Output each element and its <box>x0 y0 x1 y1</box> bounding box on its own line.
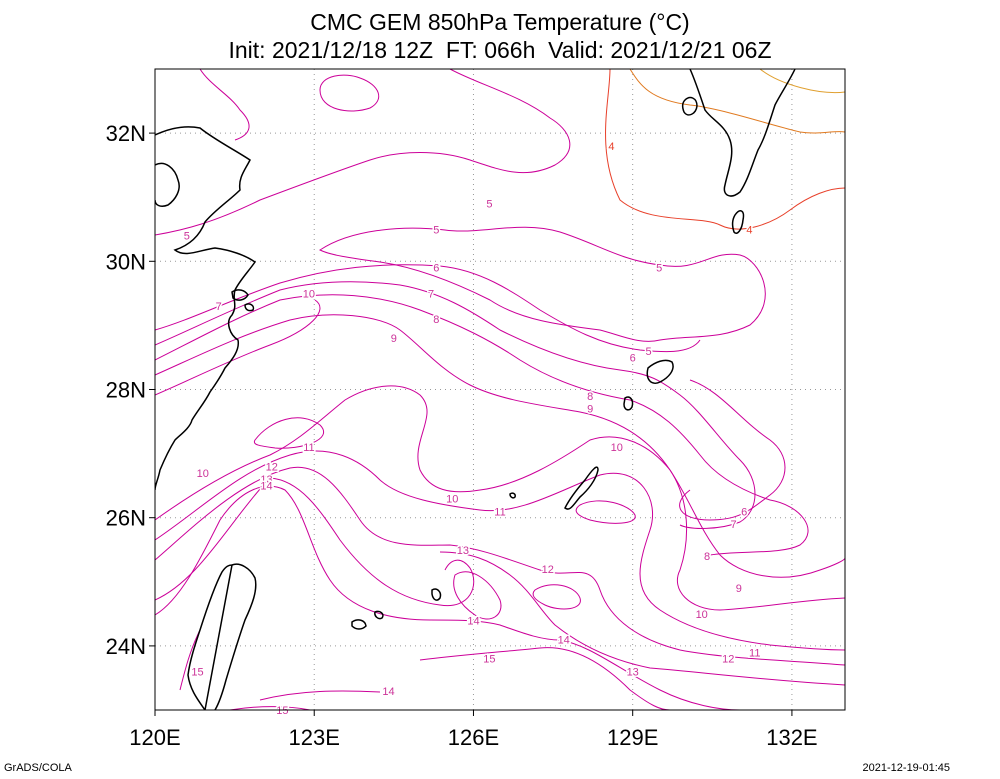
contour-7c <box>155 281 756 529</box>
lon-tick-label: 120E <box>129 725 180 750</box>
contour-label: 10 <box>446 493 458 505</box>
contour-label: 6 <box>433 263 439 275</box>
contour-label: 7 <box>730 519 736 531</box>
contour-5c-c <box>319 74 380 112</box>
contour-label: 9 <box>587 404 593 416</box>
jeju-coast-fragment <box>155 162 180 207</box>
tokunoshima <box>623 396 634 411</box>
contour-label: 15 <box>483 654 495 666</box>
contour-label: 11 <box>494 506 505 518</box>
contour-label: 7 <box>216 301 222 313</box>
yaeyama-islands <box>351 610 384 630</box>
contour-6c <box>155 264 701 353</box>
contour-11c-b <box>253 417 324 449</box>
contour-label: 10 <box>303 288 315 300</box>
contour-label: 9 <box>391 333 397 345</box>
contour-5c-b <box>319 226 766 342</box>
contour-label: 11 <box>749 647 760 659</box>
contour-label: 10 <box>696 609 708 621</box>
contour-label: 14 <box>260 481 272 493</box>
contour-labels: 4455555666777888999101010101011111112121… <box>182 139 762 718</box>
contour-14c-b <box>453 571 502 620</box>
lat-tick-label: 24N <box>106 634 146 659</box>
contour-2c <box>759 69 845 94</box>
contour-label: 13 <box>457 545 469 557</box>
contour-label: 8 <box>704 551 710 563</box>
kume-island <box>509 492 516 499</box>
kyushu-coast <box>689 69 796 197</box>
contour-label: 11 <box>303 442 314 454</box>
contour-11c <box>155 450 845 651</box>
okinawa-island <box>564 466 599 510</box>
contour-label: 12 <box>722 654 734 666</box>
contour-label: 10 <box>197 468 209 480</box>
grid-lines <box>154 69 845 710</box>
contour-label: 6 <box>630 352 636 364</box>
contour-label: 12 <box>542 564 554 576</box>
contour-label: 4 <box>608 141 614 153</box>
lat-tick-label: 28N <box>106 378 146 403</box>
coastlines <box>155 69 796 710</box>
lon-tick-label: 132E <box>766 725 817 750</box>
contour-5c-d <box>199 69 250 141</box>
contour-label: 5 <box>486 199 492 211</box>
contour-label: 6 <box>741 506 747 518</box>
lat-tick-label: 32N <box>106 121 146 146</box>
contour-label: 8 <box>587 391 593 403</box>
contour-label: 15 <box>191 667 203 679</box>
lon-tick-label: 126E <box>448 725 499 750</box>
contour-6c-b <box>679 379 786 521</box>
contour-10c <box>155 299 845 611</box>
contour-label: 9 <box>736 583 742 595</box>
contour-label: 10 <box>611 442 623 454</box>
map-title: CMC GEM 850hPa Temperature (°C) <box>310 9 690 35</box>
contour-label: 13 <box>627 667 639 679</box>
contour-label: 15 <box>276 705 288 717</box>
lon-tick-label: 123E <box>289 725 340 750</box>
taiwan <box>187 563 257 710</box>
temperature-contours <box>155 69 845 710</box>
contour-13c-b <box>532 584 581 610</box>
contour-15c <box>179 629 671 710</box>
contour-label: 7 <box>428 288 434 300</box>
contour-13c <box>155 477 845 686</box>
contour-5c <box>155 69 571 236</box>
kyushu-island-a <box>681 96 698 116</box>
lon-tick-label: 129E <box>607 725 658 750</box>
contour-label: 8 <box>433 314 439 326</box>
contour-label: 12 <box>266 461 278 473</box>
contour-label: 4 <box>746 224 752 236</box>
contour-13c-c <box>575 500 636 524</box>
tanegashima <box>731 210 745 234</box>
contour-12c <box>155 466 845 666</box>
zhoushan-islands <box>231 289 255 312</box>
contour-label: 5 <box>184 231 190 243</box>
contour-label: 5 <box>656 263 662 275</box>
contour-label: 14 <box>467 615 479 627</box>
contour-3c <box>629 69 845 134</box>
axis-ticks: 120E 123E 126E 129E 132E 24N 26N 28N 30N 32N <box>106 121 818 750</box>
contour-label: 5 <box>646 346 652 358</box>
contour-8c <box>155 294 809 556</box>
contour-label: 14 <box>382 686 394 698</box>
contour-9c <box>155 314 845 578</box>
amami-oshima <box>646 359 674 384</box>
contour-14c <box>155 485 741 710</box>
contour-4c <box>605 69 845 230</box>
miyako-island <box>431 588 442 601</box>
contour-label: 13 <box>260 474 272 486</box>
footer-software: GrADS/COLA <box>4 762 72 774</box>
lat-tick-label: 30N <box>106 249 146 274</box>
china-coastline <box>155 126 257 491</box>
map-subtitle: Init: 2021/12/18 12Z FT: 066h Valid: 202… <box>228 37 772 63</box>
lat-tick-label: 26N <box>106 506 146 531</box>
contour-label: 14 <box>558 634 570 646</box>
footer-timestamp: 2021-12-19-01:45 <box>862 762 950 774</box>
contour-label: 5 <box>433 224 439 236</box>
